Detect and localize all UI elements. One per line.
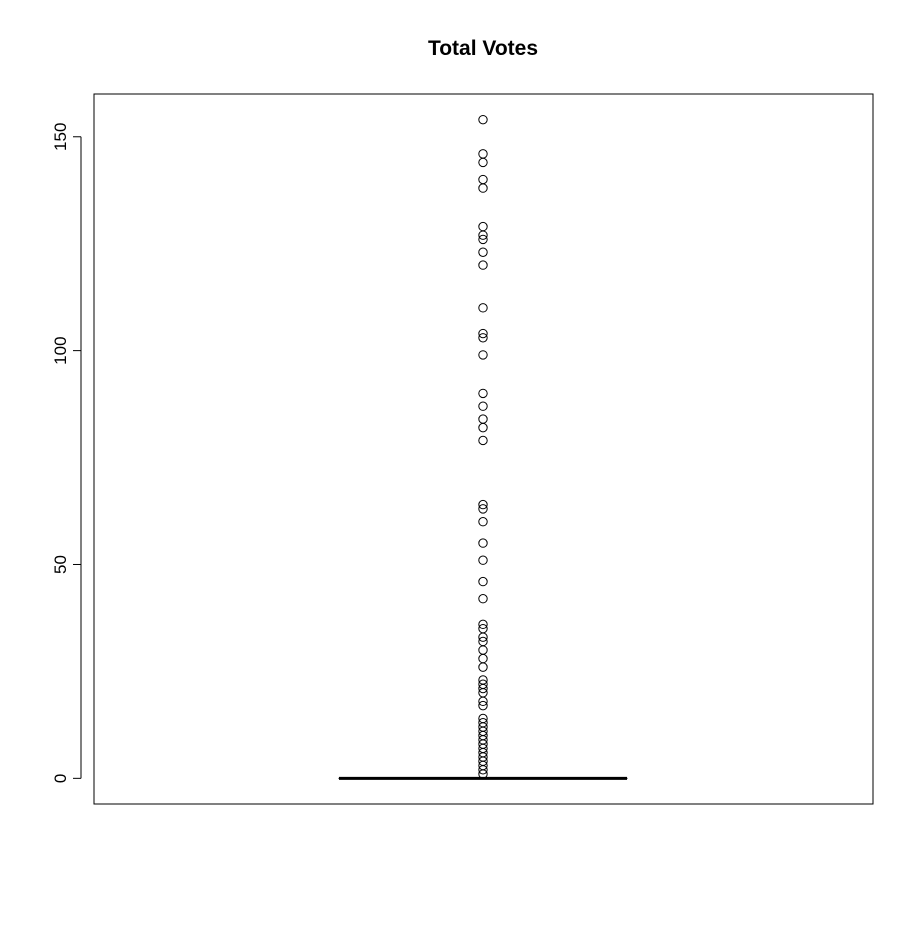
y-axis: 0 50 100 150 bbox=[51, 123, 81, 783]
outlier-point bbox=[479, 577, 487, 585]
outlier-point bbox=[479, 654, 487, 662]
outlier-point bbox=[479, 415, 487, 423]
outlier-points bbox=[479, 115, 487, 778]
y-tick-label: 150 bbox=[51, 123, 70, 151]
outlier-point bbox=[479, 556, 487, 564]
outlier-point bbox=[479, 594, 487, 602]
chart-title: Total Votes bbox=[428, 37, 538, 60]
outlier-point bbox=[479, 150, 487, 158]
y-tick-label: 0 bbox=[51, 774, 70, 783]
outlier-point bbox=[479, 222, 487, 230]
outlier-point bbox=[479, 518, 487, 526]
outlier-point bbox=[479, 402, 487, 410]
outlier-point bbox=[479, 248, 487, 256]
outlier-point bbox=[479, 184, 487, 192]
outlier-point bbox=[479, 351, 487, 359]
y-tick-label: 50 bbox=[51, 555, 70, 574]
outlier-point bbox=[479, 539, 487, 547]
y-tick-label: 100 bbox=[51, 336, 70, 364]
outlier-point bbox=[479, 663, 487, 671]
outlier-point bbox=[479, 389, 487, 397]
outlier-point bbox=[479, 423, 487, 431]
outlier-point bbox=[479, 158, 487, 166]
outlier-point bbox=[479, 175, 487, 183]
outlier-point bbox=[479, 115, 487, 123]
outlier-point bbox=[479, 436, 487, 444]
outlier-point bbox=[479, 646, 487, 654]
outlier-point bbox=[479, 304, 487, 312]
outlier-point bbox=[479, 261, 487, 269]
